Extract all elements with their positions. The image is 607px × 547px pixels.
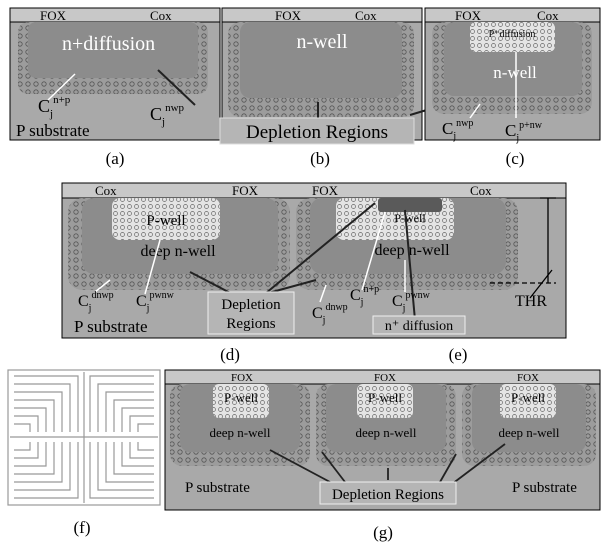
depletion-label: Depletion Regions (246, 122, 388, 143)
panel-c: FOX Cox P⁺diffusion n-well Cjnwp Cjp+nw (425, 8, 600, 144)
label: FOX (275, 8, 302, 23)
region-label: n+diffusion (62, 33, 155, 55)
label: FOX (517, 372, 539, 384)
caption: (d) (220, 345, 240, 364)
figure: FOX Cox n+diffusion Cjn+p Cjnwp P substr… (0, 0, 607, 547)
caption: (c) (506, 149, 525, 168)
caption: (g) (373, 523, 393, 542)
substrate-label: P substrate (512, 480, 577, 496)
region-label: deep n-well (498, 425, 559, 440)
region-label: P-well (368, 390, 402, 405)
region-label: deep n-well (355, 425, 416, 440)
label: FOX (231, 372, 253, 384)
label: FOX (232, 183, 259, 198)
caption: (b) (310, 149, 330, 168)
panel-a: FOX Cox n+diffusion Cjn+p Cjnwp P substr… (10, 8, 220, 140)
region-label: P-well (511, 390, 545, 405)
label: Cox (470, 183, 492, 198)
region-label: deep n-well (374, 242, 450, 259)
depletion-label: Depletion Regions (332, 487, 444, 503)
caption: (f) (74, 518, 91, 537)
thr-label: THR (515, 293, 547, 310)
region-label: n-well (493, 63, 537, 82)
substrate-label: P substrate (16, 121, 90, 140)
label: FOX (40, 8, 67, 23)
label: FOX (312, 183, 339, 198)
region-label: n-well (296, 31, 348, 53)
panel-de: Cox FOX FOX Cox P-well P-well deep n-wel… (62, 183, 566, 338)
substrate-label: P substrate (74, 317, 148, 336)
substrate-label: P substrate (185, 480, 250, 496)
caption: (a) (106, 149, 125, 168)
label: FOX (455, 8, 482, 23)
label: Cox (537, 8, 559, 23)
region-label: deep n-well (140, 243, 216, 260)
region-label: P-well (146, 213, 185, 229)
label: Cox (95, 183, 117, 198)
panel-f (8, 370, 160, 505)
label: FOX (374, 372, 396, 384)
region-label: P-well (224, 390, 258, 405)
depletion-label: Depletion (221, 297, 281, 313)
region-label: deep n-well (209, 425, 270, 440)
panel-b: FOX Cox n-well Depletion Regions (220, 8, 460, 144)
region-label: P-well (394, 211, 426, 225)
ndiff-label: n⁺ diffusion (385, 319, 453, 334)
depletion-label: Regions (226, 316, 275, 332)
label: Cox (355, 8, 377, 23)
region-label: P⁺diffusion (489, 29, 536, 40)
panel-g: FOX FOX FOX P-well P-well P-well deep n-… (165, 370, 600, 510)
label: Cox (150, 8, 172, 23)
caption: (e) (449, 345, 468, 364)
